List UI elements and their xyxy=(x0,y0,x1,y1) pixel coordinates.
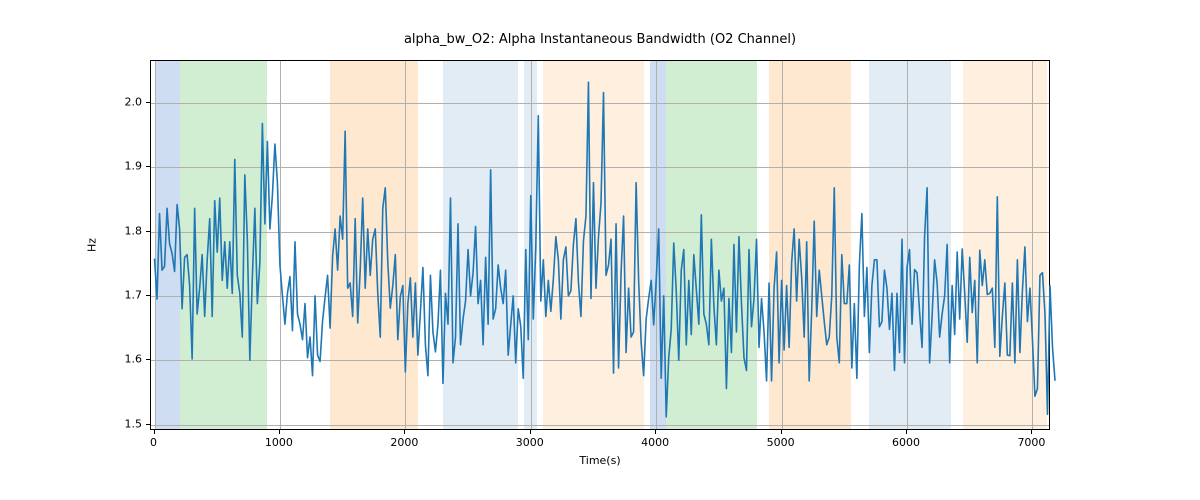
x-tick xyxy=(781,430,782,434)
y-tick-label: 1.8 xyxy=(112,224,142,237)
x-tick xyxy=(530,430,531,434)
x-tick-label: 6000 xyxy=(892,436,920,449)
y-tick xyxy=(146,295,150,296)
x-tick xyxy=(279,430,280,434)
y-tick xyxy=(146,231,150,232)
y-tick xyxy=(146,424,150,425)
x-tick-label: 1000 xyxy=(265,436,293,449)
bandwidth-line xyxy=(155,82,1056,417)
y-tick-label: 1.7 xyxy=(112,288,142,301)
y-tick-label: 1.6 xyxy=(112,353,142,366)
x-tick xyxy=(906,430,907,434)
line-series xyxy=(151,61,1051,431)
x-tick xyxy=(404,430,405,434)
x-tick-label: 3000 xyxy=(516,436,544,449)
y-tick-label: 1.5 xyxy=(112,417,142,430)
axes xyxy=(150,60,1050,430)
x-tick-label: 2000 xyxy=(390,436,418,449)
x-tick-label: 7000 xyxy=(1017,436,1045,449)
y-axis-label: Hz xyxy=(86,238,99,252)
figure: alpha_bw_O2: Alpha Instantaneous Bandwid… xyxy=(0,0,1200,500)
x-tick-label: 4000 xyxy=(641,436,669,449)
x-tick xyxy=(655,430,656,434)
y-tick xyxy=(146,102,150,103)
x-tick xyxy=(1031,430,1032,434)
x-tick xyxy=(154,430,155,434)
x-axis-label: Time(s) xyxy=(579,454,620,467)
x-tick-label: 5000 xyxy=(767,436,795,449)
y-tick xyxy=(146,166,150,167)
y-tick xyxy=(146,359,150,360)
chart-title: alpha_bw_O2: Alpha Instantaneous Bandwid… xyxy=(0,32,1200,47)
y-tick-label: 2.0 xyxy=(112,95,142,108)
y-tick-label: 1.9 xyxy=(112,160,142,173)
x-tick-label: 0 xyxy=(150,436,157,449)
